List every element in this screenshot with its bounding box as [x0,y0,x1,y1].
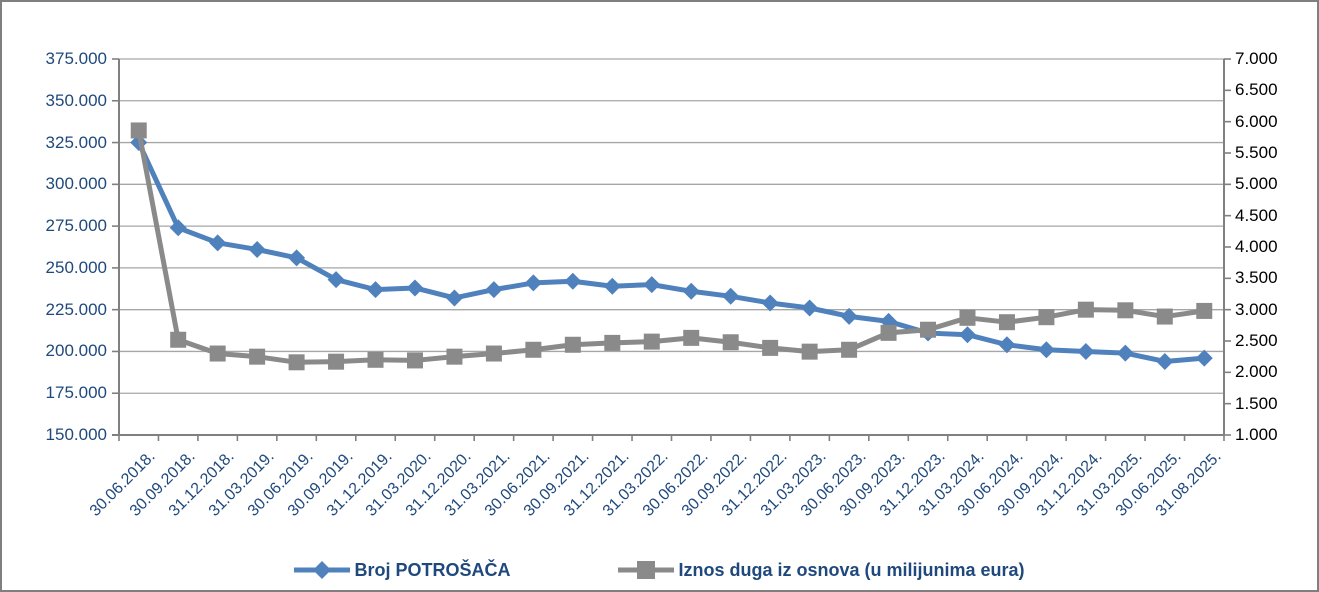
y-axis-right-tick-label: 3.500 [1235,268,1278,288]
data-point-square [525,341,542,358]
data-point-square [130,122,147,139]
data-point-square [880,324,897,341]
data-point-square [485,345,502,362]
data-point-diamond [288,249,306,267]
data-point-square [249,348,266,365]
y-axis-left-tick-label: 200.000 [45,341,107,361]
legend-item-broj-potrosaca: Broj POTROŠAČA [294,560,510,581]
y-axis-left-tick-label: 250.000 [45,257,107,277]
data-point-square [1117,302,1134,319]
y-axis-right-tick-label: 7.000 [1235,49,1278,68]
series-line-broj-potrosaca [136,140,1207,364]
data-point-diamond [367,281,385,299]
data-point-diamond [248,241,266,259]
y-axis-right-tick-label: 4.500 [1235,205,1278,225]
data-point-diamond [603,277,621,295]
data-point-square [722,334,739,351]
data-point-diamond [485,281,503,299]
data-point-diamond [840,307,858,325]
data-point-square [446,348,463,365]
data-point-square [406,352,423,369]
y-axis-left-tick-label: 150.000 [45,425,107,444]
data-point-square [1038,309,1055,326]
y-axis-left-tick-label: 225.000 [45,299,107,319]
data-point-diamond [524,274,542,292]
data-point-square [959,309,976,326]
data-point-diamond [722,287,740,305]
data-point-diamond [209,234,227,252]
y-axis-right-tick-label: 1.000 [1235,425,1278,444]
y-axis-left-tick-label: 275.000 [45,216,107,236]
y-axis-right-tick-label: 2.500 [1235,331,1278,350]
line-diamond-marker-icon [294,561,351,579]
data-point-square [762,339,779,356]
data-point-diamond [998,336,1016,354]
data-point-square [170,331,187,348]
data-point-diamond [682,282,700,300]
data-point-square [604,334,621,351]
data-point-diamond [801,299,819,317]
series-line-iznos-duga [136,127,1207,365]
data-point-diamond [327,271,345,289]
data-point-diamond [1156,352,1174,370]
data-point-square [1156,308,1173,325]
y-axis-left-tick-label: 300.000 [45,174,107,194]
y-axis-right-tick-label: 2.000 [1235,362,1278,382]
y-axis-right-tick-label: 5.500 [1235,143,1278,162]
line-square-marker-icon [618,561,675,579]
legend-label-iznos-duga: Iznos duga iz osnova (u milijunima eura) [678,559,1025,580]
y-axis-left-tick-label: 175.000 [45,383,107,403]
data-point-square [801,343,818,360]
data-point-square [643,333,660,350]
data-point-square [683,329,700,346]
data-point-diamond [643,276,661,294]
legend: Broj POTROŠAČA Iznos duga iz osnova (u m… [2,554,1317,586]
data-point-square [1077,301,1094,318]
data-point-diamond [169,219,187,237]
data-point-diamond [761,294,779,312]
y-axis-right-tick-label: 3.000 [1235,299,1278,319]
y-axis-left-tick-label: 325.000 [45,132,107,152]
data-point-square [209,345,226,362]
data-point-diamond [1195,349,1213,367]
y-axis-right-tick-label: 6.000 [1235,111,1278,131]
data-point-square [288,354,305,371]
data-point-diamond [564,272,582,290]
data-point-square [367,351,384,368]
data-point-square [564,336,581,353]
data-point-diamond [1077,342,1095,360]
y-axis-right-tick-label: 4.000 [1235,237,1278,256]
data-point-square [1196,302,1213,319]
data-point-diamond [1037,341,1055,359]
y-axis-right-tick-label: 6.500 [1235,80,1278,100]
y-axis-right-tick-label: 1.500 [1235,393,1278,413]
data-point-diamond [445,289,463,307]
data-point-square [841,341,858,358]
legend-label-broj-potrosaca: Broj POTROŠAČA [354,559,511,580]
data-point-diamond [1116,344,1134,362]
y-axis-left-tick-label: 375.000 [45,49,107,68]
data-point-square [920,321,937,338]
y-axis-left-tick-label: 350.000 [45,90,107,110]
data-point-diamond [406,279,424,297]
data-point-square [998,314,1015,331]
legend-item-iznos-duga: Iznos duga iz osnova (u milijunima eura) [618,559,1025,581]
data-point-diamond [958,326,976,344]
data-point-square [328,353,345,370]
y-axis-right-tick-label: 5.000 [1235,174,1278,194]
